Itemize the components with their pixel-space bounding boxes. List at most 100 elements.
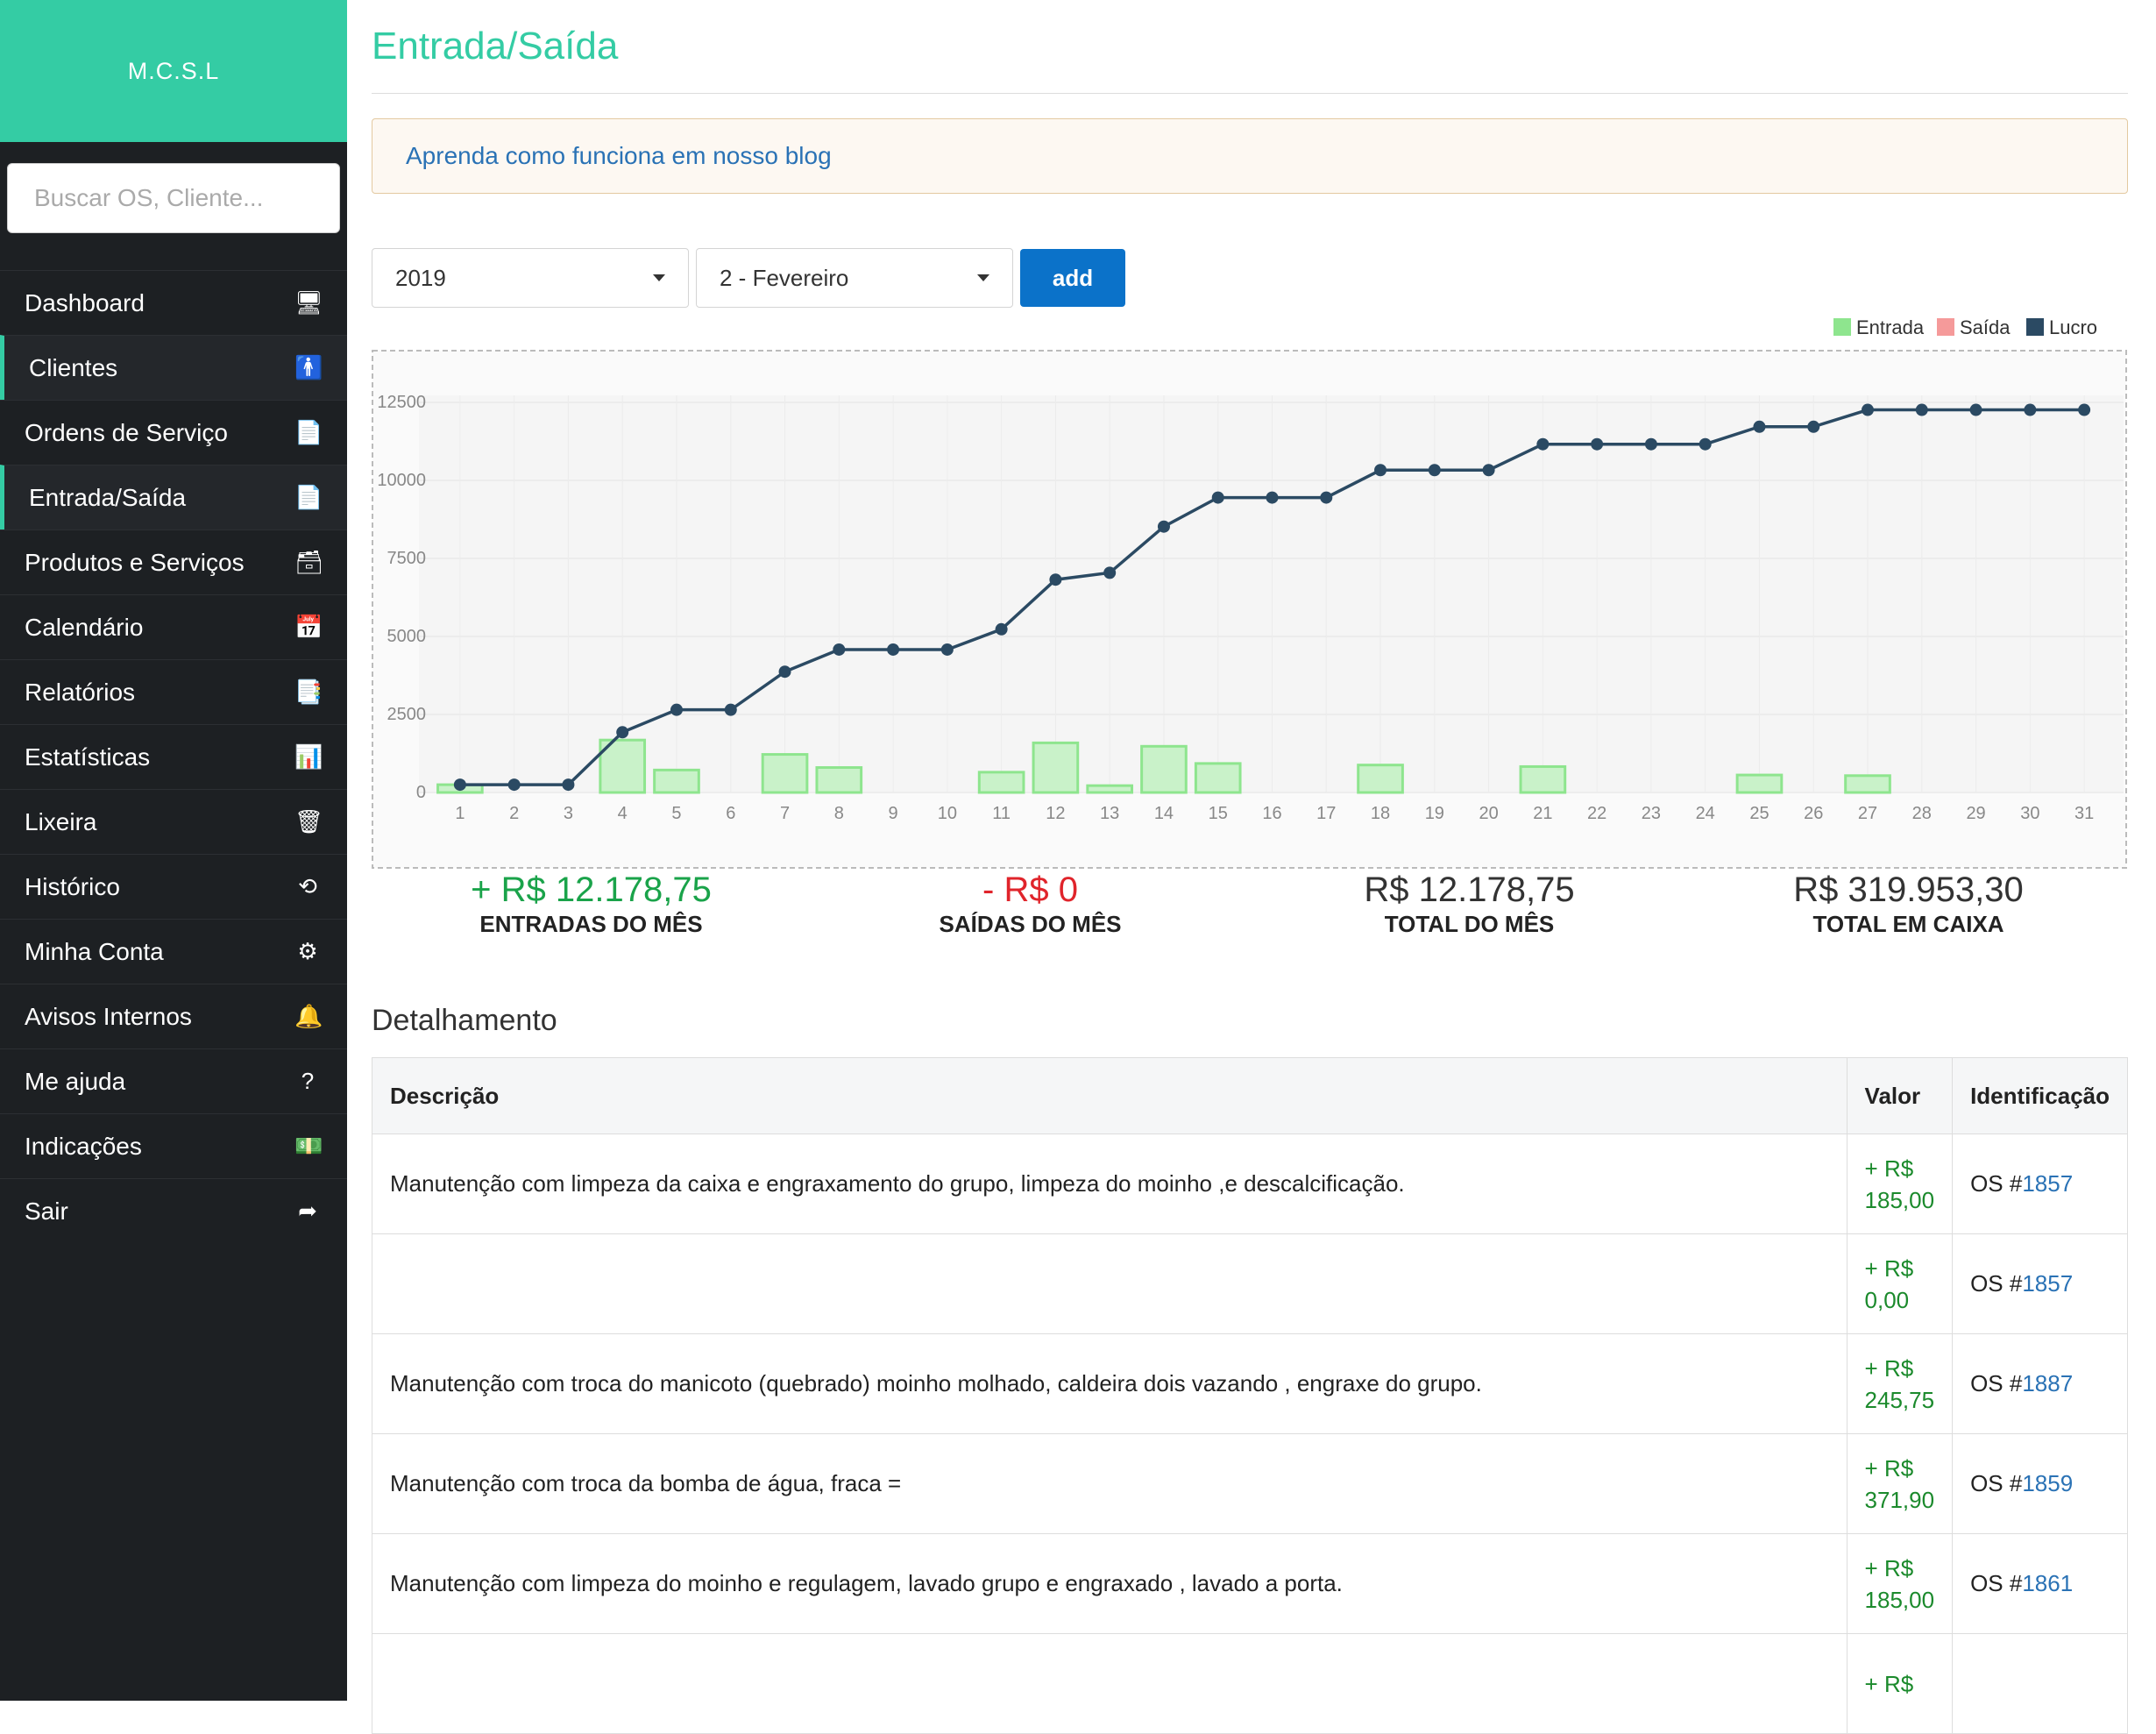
lucro-point bbox=[1103, 566, 1117, 579]
row-identification: OS #1861 bbox=[1952, 1533, 2128, 1634]
y-tick-label: 12500 bbox=[377, 393, 426, 412]
money-icon: 💵 bbox=[294, 1133, 323, 1159]
x-tick-label: 29 bbox=[1966, 804, 1985, 823]
lucro-point bbox=[1862, 403, 1875, 416]
sidebar-item-clientes[interactable]: Clientes 🚹 bbox=[0, 335, 347, 400]
summary-item: R$ 12.178,75 TOTAL DO MÊS bbox=[1250, 869, 1689, 963]
lucro-point bbox=[2024, 403, 2037, 416]
x-tick-label: 8 bbox=[834, 804, 844, 823]
sidebar-item-avisos-internos[interactable]: Avisos Internos 🔔 bbox=[0, 984, 347, 1048]
lucro-point bbox=[1482, 464, 1495, 477]
sidebar-item-label: Clientes bbox=[29, 353, 118, 381]
blog-link[interactable]: Aprenda como funciona em nosso blog bbox=[406, 142, 832, 169]
x-tick-label: 3 bbox=[564, 804, 573, 823]
sidebar-item-dashboard[interactable]: Dashboard 🖥 bbox=[0, 270, 347, 335]
sidebar-item-indicacoes[interactable]: Indicações 💵 bbox=[0, 1113, 347, 1178]
sidebar-item-relatorios[interactable]: Relatórios 📑 bbox=[0, 659, 347, 724]
sidebar-item-me-ajuda[interactable]: Me ajuda? bbox=[0, 1048, 347, 1113]
legend-label: Entrada bbox=[1856, 316, 1925, 338]
month-select-value: 2 - Fevereiro bbox=[720, 264, 849, 291]
chart-container: 0 2500 5000 7500 10000 12500 1 2 3 4 5 6 7 8 9 10 11 12 13… bbox=[372, 308, 2128, 869]
x-tick-label: 24 bbox=[1696, 804, 1715, 823]
x-tick-label: 13 bbox=[1100, 804, 1119, 823]
sidebar-item-label: Histórico bbox=[25, 872, 120, 900]
chevron-down-icon bbox=[977, 274, 989, 281]
entrada-bar bbox=[1735, 773, 1784, 794]
x-tick-label: 5 bbox=[671, 804, 681, 823]
entrada-bar bbox=[1844, 774, 1891, 794]
year-select[interactable]: 2019 bbox=[372, 248, 689, 308]
lucro-point bbox=[995, 622, 1008, 636]
sidebar-item-lixeira[interactable]: Lixeira 🗑 bbox=[0, 789, 347, 854]
table-header-row: Descrição Valor Identificação bbox=[372, 1057, 2128, 1134]
sidebar-item-label: Avisos Internos bbox=[25, 1002, 192, 1030]
sidebar-item-minha-conta[interactable]: Minha Conta ⚙ bbox=[0, 919, 347, 984]
os-link[interactable]: 1857 bbox=[2022, 1270, 2074, 1297]
sidebar-nav: Dashboard 🖥 Clientes 🚹 Ordens de Serviço 📄 Ent… bbox=[0, 270, 347, 1243]
monitor-icon: 🖥 bbox=[294, 289, 324, 316]
calendar-icon: 📅 bbox=[294, 614, 323, 640]
sidebar-item-label: Sair bbox=[25, 1197, 68, 1225]
row-value-amount: 185,00 bbox=[1864, 1586, 1935, 1613]
chevron-down-icon bbox=[653, 274, 665, 281]
entrada-bar bbox=[815, 766, 863, 794]
y-tick-label: 2500 bbox=[387, 705, 427, 724]
lucro-point bbox=[1266, 491, 1279, 504]
sidebar-item-ordens-de-servico[interactable]: Ordens de Serviço 📄 bbox=[0, 400, 347, 465]
x-tick-label: 11 bbox=[992, 804, 1011, 823]
add-button[interactable]: add bbox=[1020, 249, 1125, 307]
lucro-point bbox=[1157, 520, 1170, 533]
x-tick-label: 18 bbox=[1371, 804, 1390, 823]
os-link[interactable]: 1887 bbox=[2022, 1370, 2074, 1396]
table-row: Manutenção com troca da bomba de água, f… bbox=[372, 1433, 2128, 1534]
lucro-point bbox=[1699, 437, 1712, 451]
summary-label: SAÍDAS DO MÊS bbox=[939, 911, 1122, 937]
row-description: Manutenção com troca do manicoto (quebra… bbox=[372, 1333, 1847, 1434]
os-link[interactable]: 1857 bbox=[2022, 1170, 2074, 1197]
lucro-point bbox=[507, 778, 521, 792]
x-tick-label: 20 bbox=[1479, 804, 1498, 823]
sidebar-item-label: Ordens de Serviço bbox=[25, 418, 228, 446]
month-select[interactable]: 2 - Fevereiro bbox=[696, 248, 1013, 308]
sidebar-item-entrada-saida[interactable]: Entrada/Saída 📄 bbox=[0, 465, 347, 529]
summary-item: - R$ 0 SAÍDAS DO MÊS bbox=[811, 869, 1250, 963]
y-tick-label: 5000 bbox=[387, 627, 427, 646]
lucro-point bbox=[1320, 491, 1333, 504]
lucro-point bbox=[940, 643, 954, 656]
y-tick-label: 10000 bbox=[377, 471, 426, 490]
file-icon: 📄 bbox=[294, 484, 323, 510]
sidebar-item-historico[interactable]: Histórico ⟲ bbox=[0, 854, 347, 919]
row-description bbox=[372, 1633, 1847, 1734]
sidebar-item-label: Produtos e Serviços bbox=[25, 548, 245, 576]
row-value-prefix: + R$ bbox=[1864, 1554, 1914, 1581]
lucro-point bbox=[453, 778, 466, 792]
lucro-point bbox=[1536, 437, 1550, 451]
legend-label: Lucro bbox=[2049, 316, 2097, 338]
x-tick-label: 30 bbox=[2020, 804, 2039, 823]
sidebar-item-produtos-e-servicos[interactable]: Produtos e Serviços 🗃 bbox=[0, 529, 347, 594]
sidebar-item-estatisticas[interactable]: Estatísticas 📊 bbox=[0, 724, 347, 789]
os-link[interactable]: 1859 bbox=[2022, 1470, 2074, 1496]
lucro-point bbox=[1753, 420, 1766, 433]
entrada-bar bbox=[1086, 784, 1134, 794]
lucro-point bbox=[562, 778, 575, 792]
search-input[interactable] bbox=[7, 163, 340, 233]
lucro-point bbox=[1807, 420, 1820, 433]
archive-icon: 🗃 bbox=[294, 549, 324, 575]
lucro-point bbox=[616, 726, 629, 739]
brand-logo[interactable]: M.C.S.L bbox=[0, 0, 347, 142]
sidebar-item-sair[interactable]: Sair ➦ bbox=[0, 1178, 347, 1243]
os-link[interactable]: 1861 bbox=[2022, 1570, 2074, 1596]
summary-value: + R$ 12.178,75 bbox=[471, 871, 712, 909]
row-value-prefix: + R$ bbox=[1864, 1254, 1914, 1282]
sidebar-item-label: Lixeira bbox=[25, 807, 97, 835]
entrada-bar bbox=[1194, 762, 1242, 794]
x-tick-label: 9 bbox=[889, 804, 898, 823]
os-prefix: OS # bbox=[1970, 1270, 2023, 1297]
row-description: Manutenção com troca da bomba de água, f… bbox=[372, 1433, 1847, 1534]
sidebar-item-calendario[interactable]: Calendário 📅 bbox=[0, 594, 347, 659]
lucro-point bbox=[1915, 403, 1928, 416]
sidebar: M.C.S.L Dashboard 🖥 Clientes 🚹 Ordens de Ser… bbox=[0, 0, 347, 1701]
entrada-bar bbox=[653, 768, 700, 794]
year-select-value: 2019 bbox=[395, 264, 446, 291]
